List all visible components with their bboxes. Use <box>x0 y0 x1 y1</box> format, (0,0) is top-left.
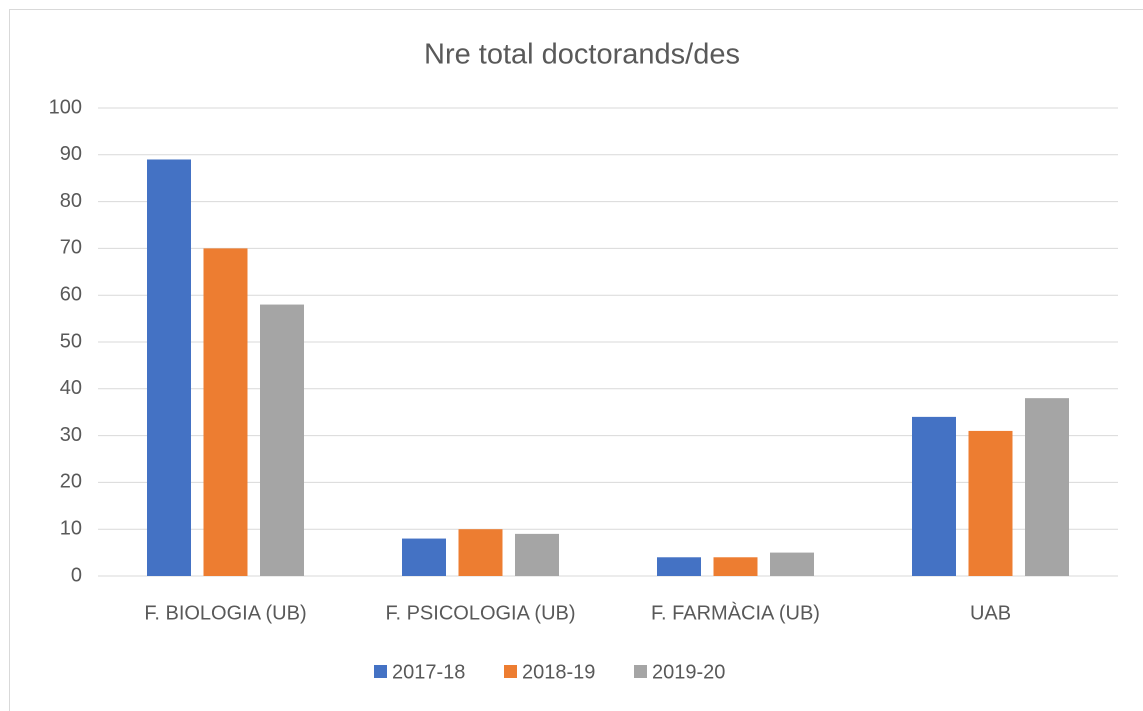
bar <box>912 416 956 576</box>
y-tick-label: 70 <box>60 237 82 259</box>
bar <box>147 159 191 577</box>
bar <box>713 557 758 576</box>
bar <box>515 533 559 576</box>
legend-swatch <box>634 665 647 678</box>
y-tick-label: 30 <box>60 424 82 446</box>
bar <box>402 538 446 576</box>
bar <box>203 248 248 576</box>
y-tick-label: 60 <box>60 283 82 305</box>
bar <box>657 557 701 576</box>
chart-title: Nre total doctorands/des <box>424 39 740 71</box>
y-tick-label: 80 <box>60 190 82 212</box>
y-tick-label: 0 <box>71 564 82 586</box>
bar <box>458 529 503 576</box>
x-tick-label: F. FARMÀCIA (UB) <box>651 601 820 624</box>
y-tick-label: 10 <box>60 517 82 539</box>
y-tick-label: 90 <box>60 143 82 165</box>
y-tick-label: 20 <box>60 471 82 493</box>
y-tick-label: 50 <box>60 330 82 352</box>
y-tick-label: 40 <box>60 377 82 399</box>
bar <box>968 430 1013 576</box>
x-tick-label: F. PSICOLOGIA (UB) <box>385 602 575 624</box>
bar <box>1025 398 1069 576</box>
legend-swatch <box>374 665 387 678</box>
legend-label: 2017-18 <box>392 661 465 683</box>
x-tick-label: UAB <box>970 602 1011 624</box>
chart-border <box>9 9 1143 711</box>
y-tick-label: 100 <box>49 96 82 118</box>
legend-swatch <box>504 665 517 678</box>
bar <box>260 304 304 576</box>
legend-label: 2019-20 <box>652 661 725 683</box>
bar <box>770 552 814 576</box>
x-tick-label: F. BIOLOGIA (UB) <box>144 602 306 624</box>
legend-label: 2018-19 <box>522 661 595 683</box>
